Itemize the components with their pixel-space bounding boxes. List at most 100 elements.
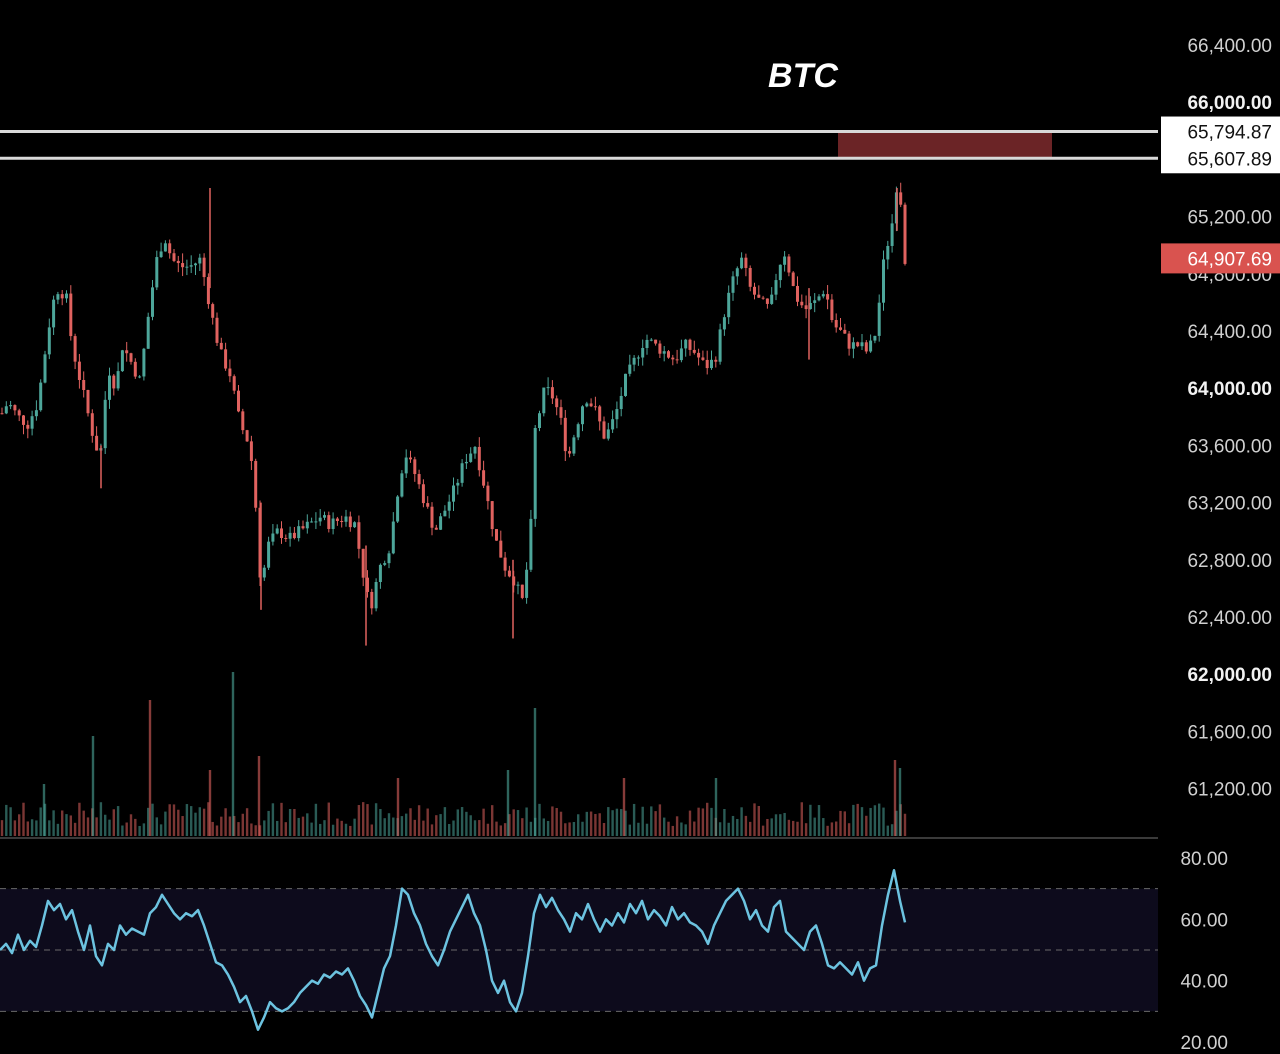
volume-bar: [121, 825, 124, 836]
volume-bar: [796, 821, 799, 836]
volume-bar: [198, 807, 201, 836]
candle-body: [469, 453, 473, 462]
candle-body: [877, 302, 881, 336]
candle-body: [22, 415, 25, 425]
candle-body: [52, 299, 56, 328]
volume-bar: [731, 815, 735, 836]
candle-body: [30, 416, 34, 429]
volume-bar: [753, 803, 756, 836]
candle-body: [374, 582, 378, 609]
volume-bar: [181, 816, 184, 836]
volume-bar: [559, 811, 563, 836]
candle-body: [748, 267, 752, 287]
volume-bar: [589, 811, 593, 836]
volume-bar: [637, 822, 640, 836]
candle-body: [856, 342, 860, 347]
candle-body: [95, 435, 99, 451]
volume-bar: [383, 818, 386, 836]
volume-bar: [632, 803, 636, 836]
rsi-line: [0, 869, 907, 1031]
candle-body: [718, 329, 722, 362]
volume-bar: [125, 822, 128, 836]
candle-body: [890, 223, 894, 246]
candle-body: [744, 257, 748, 268]
candle-body: [146, 316, 150, 349]
candle-body: [17, 410, 21, 416]
volume-bar: [895, 810, 898, 836]
candle-body: [542, 387, 546, 414]
volume-bar: [809, 804, 812, 836]
volume-bar: [697, 807, 700, 836]
volume-bar-peak: [91, 736, 95, 836]
volume-bar: [594, 813, 597, 836]
volume-bar-peak: [231, 672, 235, 836]
candle-body: [90, 413, 94, 436]
candle-body: [602, 421, 606, 439]
candle-body: [576, 424, 580, 438]
volume-bar: [237, 822, 240, 836]
candle-body: [688, 339, 692, 350]
volume-bar: [151, 803, 154, 836]
candle-body: [538, 413, 541, 429]
candle-body: [409, 457, 412, 460]
rsi-axis-tick: 20.00: [1180, 1033, 1228, 1054]
volume-bar: [546, 820, 550, 836]
candle-body: [116, 371, 120, 389]
candle-body: [757, 294, 761, 298]
candle-body: [60, 294, 64, 299]
volume-bar: [39, 807, 42, 836]
candle-body: [327, 515, 331, 529]
volume-bar: [9, 807, 12, 836]
volume-bars: [0, 672, 907, 836]
volume-bar: [779, 814, 782, 836]
volume-bar: [508, 814, 511, 836]
volume-bar: [452, 820, 455, 836]
volume-bar: [0, 820, 4, 836]
volume-bar: [624, 810, 627, 836]
volume-bar: [847, 823, 851, 836]
candle-body: [503, 557, 507, 571]
volume-bar-peak: [396, 778, 400, 836]
volume-bar: [30, 819, 34, 836]
volume-bar: [22, 802, 25, 836]
candle-body: [323, 515, 326, 518]
candle-body: [572, 437, 576, 454]
candle-body: [593, 406, 597, 408]
price-axis-tick: 63,200.00: [1187, 494, 1272, 515]
volume-bar: [392, 817, 395, 836]
candle-body: [254, 460, 258, 508]
candle-body: [486, 485, 490, 502]
last-price-label: 64,907.69: [1187, 249, 1272, 270]
candle-body: [624, 373, 627, 396]
candle-body: [232, 376, 236, 391]
volume-bar: [159, 824, 163, 836]
candle-body: [4, 406, 8, 414]
candle-body: [611, 419, 615, 430]
candle-body: [305, 521, 309, 529]
candle-body: [628, 364, 632, 374]
resistance-zone-layer: [838, 131, 1052, 159]
volume-bar-peak: [42, 784, 46, 836]
volume-bar: [52, 810, 55, 836]
volume-bar: [297, 817, 300, 836]
volume-bar: [177, 809, 180, 836]
volume-bar: [82, 810, 85, 836]
candle-body: [151, 287, 154, 317]
candle-body: [331, 518, 335, 529]
volume-bar: [409, 808, 412, 836]
candle-body: [82, 380, 86, 390]
volume-bar: [878, 803, 881, 836]
volume-bar: [869, 807, 872, 836]
volume-bar: [723, 808, 726, 836]
candle-body: [125, 350, 129, 354]
candle-body: [353, 522, 357, 528]
candle-body: [69, 293, 73, 337]
volume-bar: [147, 807, 150, 836]
candle-body: [735, 268, 739, 277]
volume-bar-peak: [506, 770, 510, 836]
volume-bar: [491, 805, 494, 836]
volume-bar: [701, 808, 705, 836]
volume-bar: [228, 816, 232, 836]
candle-body: [581, 406, 584, 425]
candle-body: [903, 204, 907, 264]
